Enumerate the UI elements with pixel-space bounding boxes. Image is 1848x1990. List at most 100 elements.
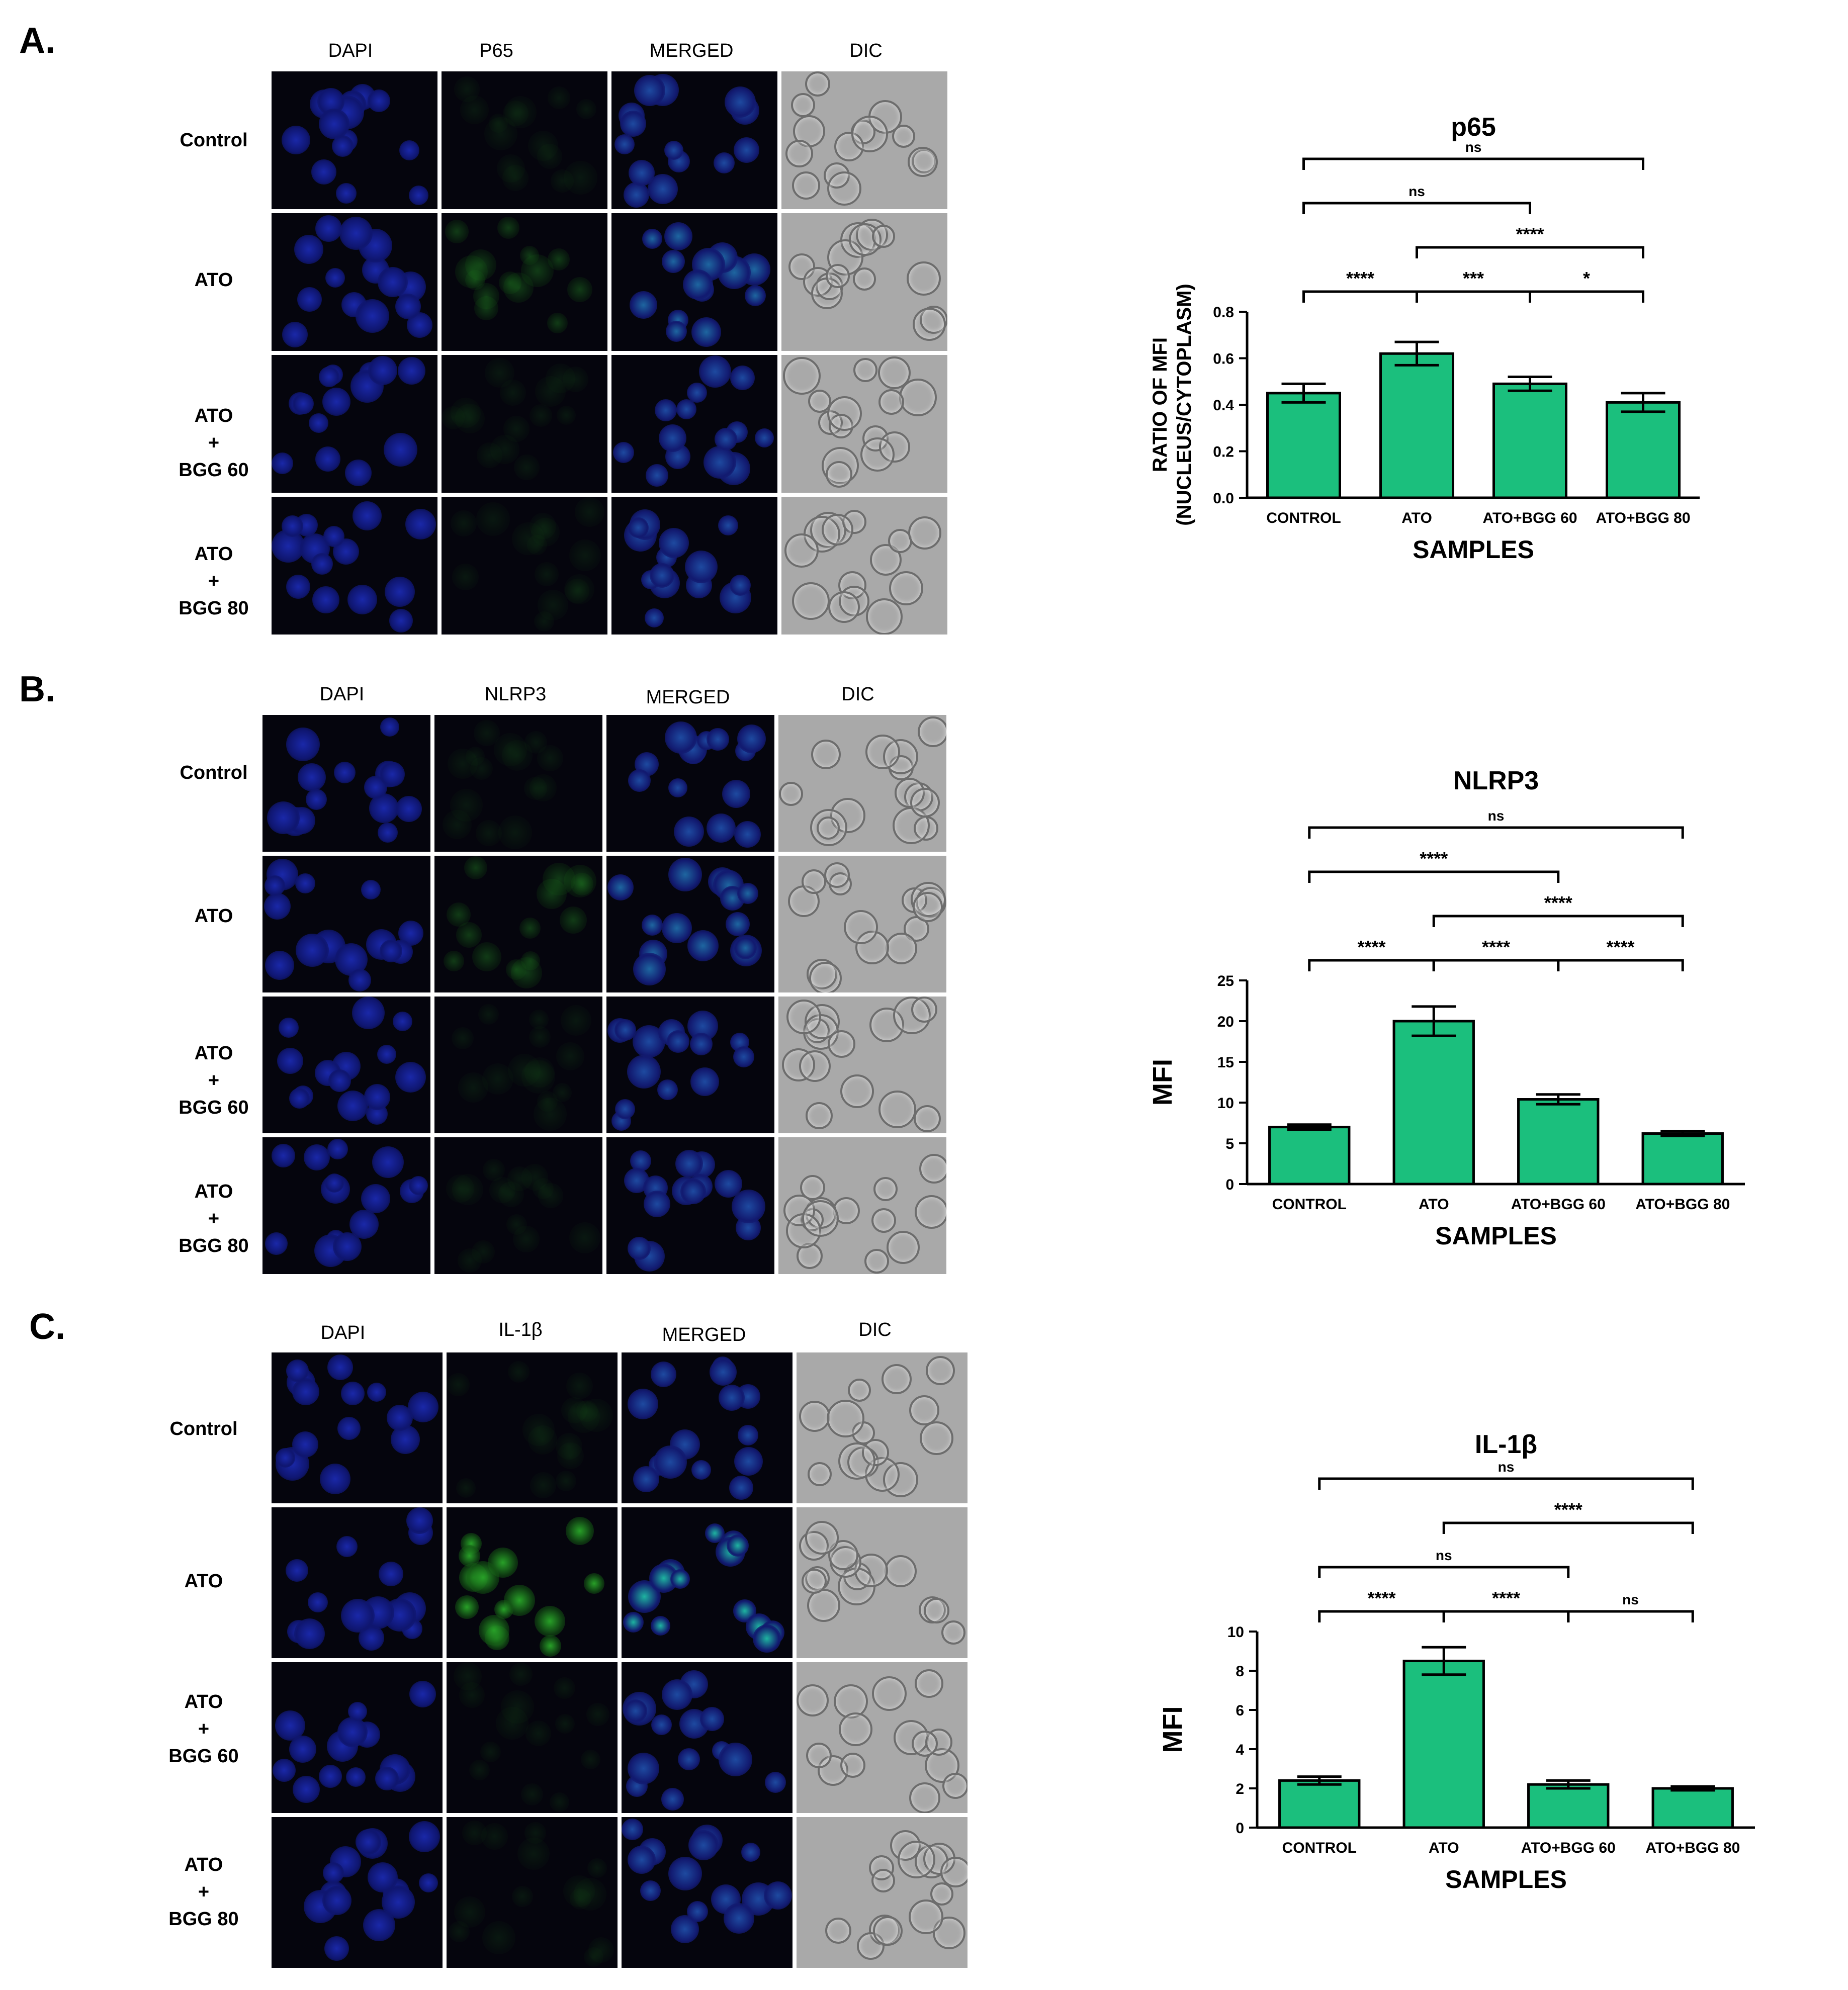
row-label-ato-bgg80: ATO + BGG 80: [179, 544, 249, 619]
dic-tile: [778, 856, 946, 992]
cell-blob: [477, 442, 502, 468]
cell-blob: [319, 1765, 342, 1788]
cell-blob: [871, 1208, 896, 1233]
cell-blob: [871, 1869, 895, 1892]
cell-blob: [500, 380, 526, 406]
cell-blob: [308, 1592, 328, 1612]
column-header-dic: DIC: [841, 684, 874, 705]
y-tick-label: 25: [1217, 973, 1234, 989]
y-axis-label-line: RATIO OF MFI: [1149, 337, 1171, 472]
cell-blob: [408, 1392, 438, 1422]
marker-tile: [447, 1352, 618, 1503]
cell-blob: [334, 762, 356, 783]
cell-blob: [325, 1173, 344, 1193]
cell-blob: [447, 902, 471, 927]
significance-bracket: [1318, 1477, 1694, 1490]
cell-blob: [377, 1045, 396, 1064]
cell-blob: [914, 1105, 941, 1132]
y-tick-label: 8: [1236, 1663, 1244, 1680]
significance-bracket: [1308, 826, 1684, 839]
cell-blob: [512, 1886, 533, 1907]
cell-blob: [323, 1862, 344, 1883]
cell-blob: [614, 1019, 636, 1041]
cell-blob: [450, 789, 483, 822]
cell-blob: [729, 1476, 753, 1500]
cell-blob: [568, 1401, 600, 1433]
significance-label: ns: [1436, 1548, 1452, 1563]
cell-blob: [454, 1662, 482, 1690]
cell-blob: [628, 1237, 651, 1260]
cell-blob: [642, 915, 663, 936]
cell-blob: [564, 161, 597, 195]
significance-bracket: [1302, 202, 1531, 214]
cell-blob: [718, 515, 738, 535]
cell-blob: [395, 1062, 426, 1093]
cell-blob: [575, 497, 604, 527]
category-label: ATO: [1429, 1840, 1459, 1856]
dic-tile: [781, 213, 947, 351]
panel-letter: A.: [19, 21, 55, 61]
cell-blob: [548, 248, 570, 270]
cell-blob: [764, 1881, 792, 1910]
significance-label: ***: [1463, 268, 1484, 289]
cell-blob: [725, 86, 756, 118]
marker-tile: [447, 1662, 618, 1813]
cell-blob: [715, 428, 737, 450]
cell-blob: [933, 1917, 965, 1949]
cell-blob: [312, 586, 339, 613]
cell-blob: [885, 1555, 917, 1587]
category-label: CONTROL: [1272, 1196, 1347, 1213]
cell-blob: [799, 1050, 831, 1082]
merged-tile: [611, 213, 777, 351]
cell-blob: [664, 222, 692, 250]
cell-blob: [502, 740, 533, 771]
panel-c: C. DAPI IL-1β MERGED DIC Control ATO ATO…: [0, 1292, 1848, 1990]
y-tick-label: 4: [1236, 1742, 1244, 1758]
marker-tile: [442, 355, 607, 493]
column-header-dic: DIC: [858, 1319, 892, 1340]
cell-blob: [479, 1615, 509, 1646]
cell-blob: [811, 740, 841, 769]
marker-tile: [434, 715, 602, 852]
merged-tile: [611, 497, 777, 635]
cell-blob: [294, 235, 323, 264]
cell-blob: [455, 404, 485, 433]
cell-blob: [556, 1433, 582, 1460]
cell-blob: [566, 1517, 594, 1545]
cell-blob: [797, 1684, 829, 1716]
dic-tile: [797, 1352, 967, 1503]
row-label-ato-bgg60: ATO + BGG 60: [179, 1043, 249, 1118]
cell-blob: [588, 1937, 614, 1963]
cell-blob: [409, 186, 428, 205]
cell-blob: [538, 590, 568, 620]
cell-blob: [478, 1004, 499, 1025]
cell-blob: [733, 1046, 754, 1067]
cell-blob: [873, 1916, 903, 1946]
cell-blob: [745, 285, 766, 306]
y-tick-label: 10: [1217, 1095, 1234, 1112]
dapi-tile: [272, 497, 437, 635]
cell-blob: [497, 217, 519, 239]
cell-blob: [511, 957, 542, 988]
cell-blob: [458, 1248, 482, 1273]
cell-blob: [624, 182, 649, 208]
cell-blob: [521, 1060, 555, 1094]
cell-blob: [623, 1612, 644, 1633]
cell-blob: [509, 1663, 533, 1686]
marker-tile: [447, 1817, 618, 1968]
merged-tile: [611, 355, 777, 493]
cell-blob: [311, 159, 336, 185]
cell-blob: [690, 1067, 719, 1096]
column-header-marker: IL-1β: [498, 1319, 543, 1340]
cell-blob: [264, 893, 291, 920]
cell-blob: [460, 96, 489, 124]
column-header-merged: MERGED: [649, 40, 734, 61]
cell-blob: [346, 1767, 366, 1787]
cell-blob: [941, 1620, 965, 1645]
significance-bracket: [1308, 870, 1560, 883]
cell-blob: [480, 1742, 501, 1762]
cell-blob: [899, 379, 937, 416]
bar: [1517, 1098, 1600, 1186]
cell-blob: [680, 1179, 706, 1204]
merged-tile: [606, 1137, 774, 1274]
